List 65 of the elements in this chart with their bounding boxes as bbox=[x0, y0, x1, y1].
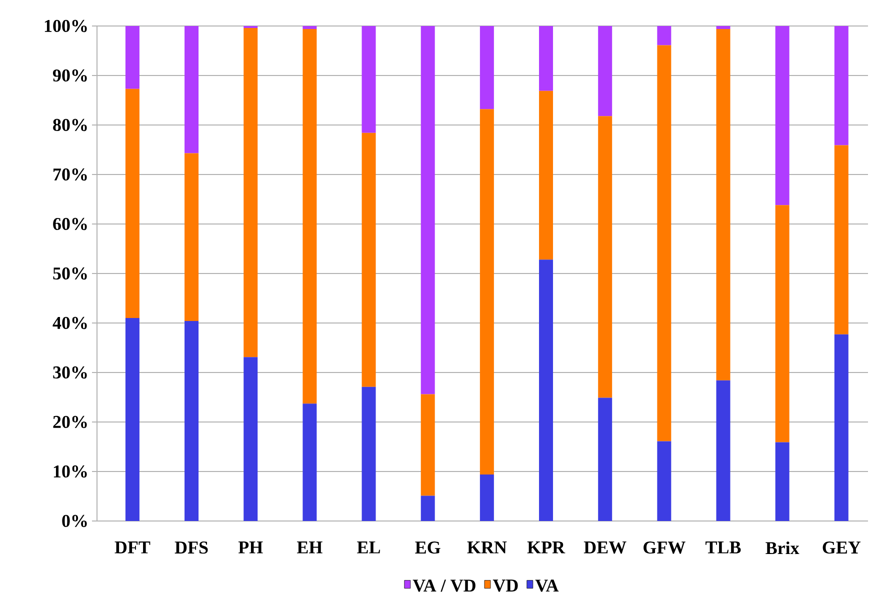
y-tick-label: 60% bbox=[53, 218, 87, 230]
bar bbox=[362, 386, 376, 521]
bar bbox=[420, 394, 435, 496]
bar bbox=[539, 260, 554, 521]
y-tick-label: 90% bbox=[52, 69, 87, 82]
bar bbox=[657, 45, 672, 442]
bar bbox=[716, 28, 730, 380]
bar bbox=[125, 318, 140, 521]
bar bbox=[420, 496, 435, 521]
bar bbox=[184, 26, 199, 154]
bar bbox=[716, 380, 730, 521]
x-tick-label: EH bbox=[297, 542, 322, 554]
bar bbox=[125, 88, 140, 318]
bar bbox=[834, 145, 848, 334]
x-tick-label: GFW bbox=[644, 542, 686, 554]
legend-label: VD bbox=[492, 580, 518, 592]
x-tick-label: PH bbox=[238, 542, 263, 554]
bar bbox=[775, 205, 790, 442]
bar bbox=[362, 26, 376, 133]
bar bbox=[657, 441, 672, 521]
bar bbox=[775, 442, 790, 521]
x-tick-label: DEW bbox=[584, 542, 626, 554]
bar bbox=[302, 404, 317, 521]
legend-label: VA bbox=[535, 580, 559, 592]
bar bbox=[598, 398, 612, 521]
x-tick-label: GEY bbox=[822, 542, 861, 554]
bar bbox=[539, 26, 554, 91]
y-tick-label: 30% bbox=[53, 366, 87, 379]
bar bbox=[244, 357, 258, 521]
bar bbox=[302, 26, 317, 29]
bar bbox=[420, 26, 435, 394]
bar bbox=[598, 26, 612, 116]
bar bbox=[480, 474, 494, 521]
legend-label: VA / VD bbox=[412, 580, 476, 592]
bar bbox=[184, 153, 199, 322]
bar bbox=[184, 321, 199, 521]
bar bbox=[125, 26, 140, 89]
bar bbox=[834, 334, 848, 521]
y-tick-label: 40% bbox=[52, 316, 87, 330]
bar bbox=[775, 26, 790, 206]
bar bbox=[480, 26, 494, 110]
y-tick-label: 0% bbox=[62, 514, 87, 528]
y-tick-label: 10% bbox=[54, 465, 87, 478]
x-tick-label: EG bbox=[415, 542, 440, 554]
y-tick-label: 70% bbox=[54, 168, 87, 181]
y-tick-label: 100% bbox=[44, 20, 87, 32]
bar bbox=[244, 28, 258, 358]
bar bbox=[598, 116, 612, 398]
y-tick-label: 50% bbox=[53, 267, 87, 280]
x-tick-label: DFT bbox=[114, 542, 150, 554]
bar bbox=[834, 26, 848, 146]
bar bbox=[302, 28, 317, 404]
x-tick-label: KPR bbox=[527, 542, 566, 554]
bar bbox=[716, 26, 730, 29]
y-tick-label: 80% bbox=[53, 118, 87, 132]
y-tick-label: 20% bbox=[53, 416, 87, 428]
x-tick-label: TLB bbox=[706, 542, 741, 554]
x-tick-label: KRN bbox=[467, 542, 507, 554]
bar bbox=[539, 90, 554, 260]
x-tick-label: DFS bbox=[174, 542, 208, 554]
bar bbox=[657, 26, 672, 46]
bar bbox=[362, 132, 376, 387]
x-tick-label: Brix bbox=[766, 542, 800, 554]
bar bbox=[480, 109, 494, 474]
x-tick-label: EL bbox=[357, 542, 380, 554]
